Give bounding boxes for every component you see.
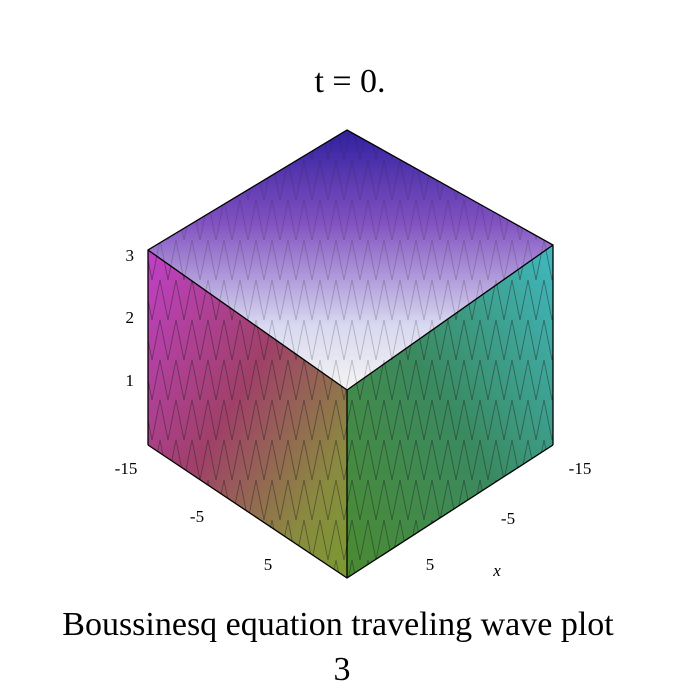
x-tick-label: -5 xyxy=(501,509,515,528)
z-tick-label: 1 xyxy=(126,371,135,390)
x-tick-label: -15 xyxy=(569,459,592,478)
caption-line: Boussinesq equation traveling wave plot xyxy=(62,606,614,643)
title: t = 0. xyxy=(314,63,385,100)
caption-line: 3 xyxy=(334,651,351,688)
y-tick-label: -15 xyxy=(115,459,138,478)
bounding-box xyxy=(147,129,554,579)
y-tick-label: 5 xyxy=(264,555,273,574)
surface xyxy=(148,130,553,578)
z-tick-label: 2 xyxy=(126,308,135,327)
y-tick-label: -5 xyxy=(190,507,204,526)
x-tick-label: 5 xyxy=(426,555,435,574)
z-tick-label: 3 xyxy=(126,246,135,265)
x-axis-label: x xyxy=(492,561,501,580)
